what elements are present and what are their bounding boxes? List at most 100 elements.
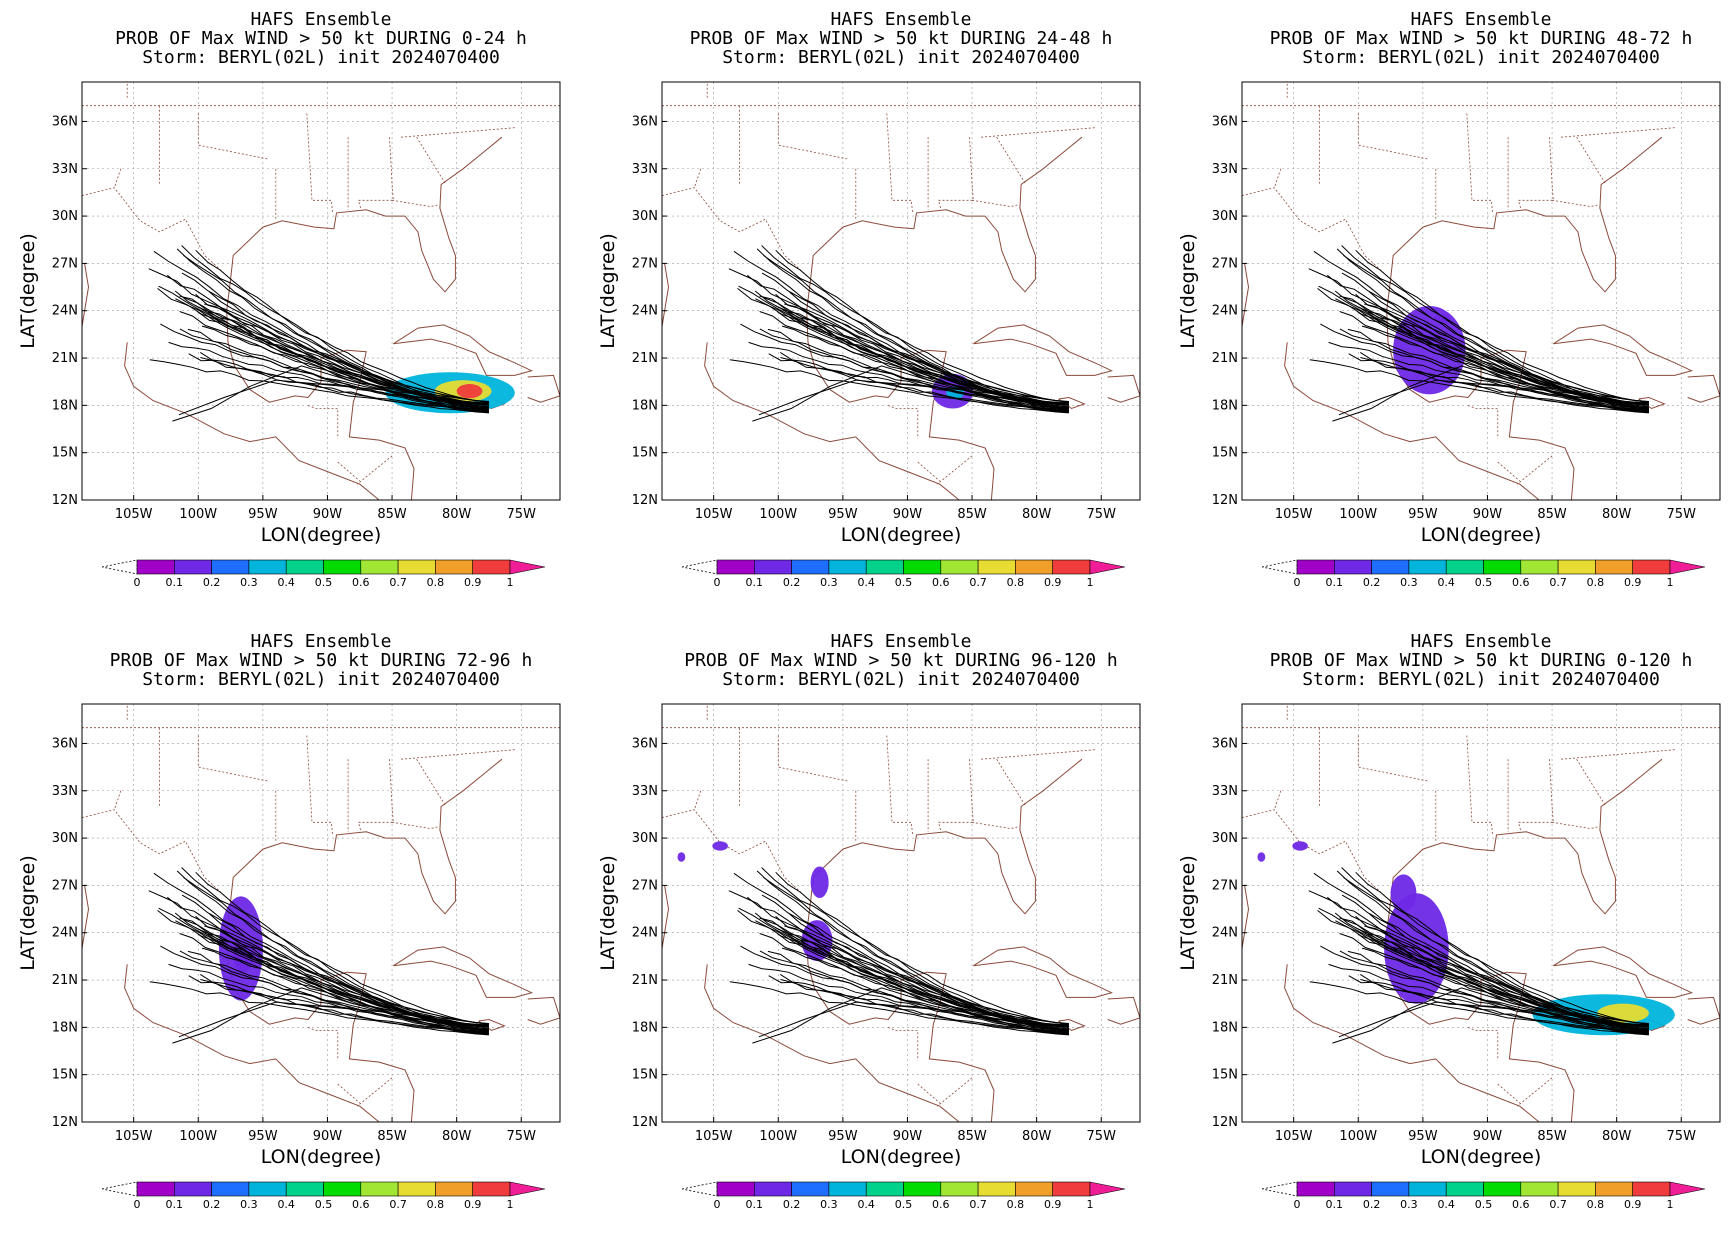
ensemble-track: [1348, 353, 1649, 411]
coastline: [1390, 136, 1663, 293]
y-axis-label: LAT(degree): [17, 233, 39, 349]
colorbar-tick-label: 0.6: [1512, 1198, 1530, 1211]
lat-tick-label: 21N: [632, 973, 658, 988]
colorbar: 0 0.1 0.2 0.3 0.4 0.5 0.6 0.7 0.8 0.9 1: [101, 559, 546, 589]
colorbar-segment: [174, 559, 212, 575]
lat-tick-label: 12N: [632, 493, 658, 508]
colorbar-tick-label: 1: [507, 576, 514, 589]
lat-tick-label: 27N: [1212, 878, 1238, 893]
border-line: [1497, 1083, 1521, 1104]
y-axis-label: LAT(degree): [597, 233, 619, 349]
colorbar-tick-label: 0.2: [203, 576, 221, 589]
state-border: [981, 127, 1095, 138]
border-line: [82, 809, 231, 902]
colorbar-segment: [136, 559, 175, 575]
lat-tick-label: 21N: [52, 973, 78, 988]
lon-tick-label: 90W: [893, 1129, 923, 1144]
lat-tick-label: 12N: [52, 1115, 78, 1130]
lat-tick-label: 33N: [1212, 784, 1238, 799]
ensemble-track: [148, 890, 489, 1024]
lat-tick-label: 21N: [52, 351, 78, 366]
ensemble-track: [1339, 328, 1649, 409]
colorbar-tick-label: 0.5: [1475, 576, 1493, 589]
lat-tick-label: 12N: [1212, 493, 1238, 508]
lon-tick-label: 90W: [893, 507, 923, 522]
colorbar-tick-label: 0.6: [932, 576, 950, 589]
colorbar-tick-label: 1: [1667, 576, 1674, 589]
panel-title3: Storm: BERYL(02L) init 2024070400: [1302, 47, 1660, 68]
colorbar-segment: [248, 559, 287, 575]
coastline: [124, 964, 380, 1122]
lat-tick-label: 15N: [1212, 1068, 1238, 1083]
colorbar-segment: [865, 559, 904, 575]
panel-title2: PROB OF Max WIND > 50 kt DURING 96-120 h: [684, 650, 1117, 671]
panel-title2: PROB OF Max WIND > 50 kt DURING 0-120 h: [1270, 650, 1693, 671]
colorbar-tick-label: 0.6: [352, 1198, 370, 1211]
colorbar-tick-label: 0.5: [315, 1198, 333, 1211]
ensemble-track: [1308, 268, 1649, 402]
ensemble-track: [1357, 311, 1649, 406]
colorbar-tick-label: 0.4: [1437, 576, 1455, 589]
lon-tick-label: 95W: [828, 1129, 858, 1144]
colorbar-tick-label: 0.3: [1400, 576, 1418, 589]
colorbar-tick-label: 0.4: [857, 576, 875, 589]
lat-tick-label: 12N: [632, 1115, 658, 1130]
colorbar-segment: [1557, 1181, 1596, 1197]
lon-tick-label: 95W: [248, 1129, 278, 1144]
coastline: [806, 901, 995, 1122]
coastline: [1284, 342, 1540, 500]
state-border: [996, 136, 1026, 184]
x-axis-label: LON(degree): [261, 524, 382, 546]
ensemble-track: [1309, 359, 1649, 410]
border-line: [662, 187, 811, 280]
coastline: [704, 964, 960, 1122]
ensemble-track: [166, 274, 489, 403]
border-line: [337, 1083, 361, 1104]
colorbar-segment: [1408, 1181, 1447, 1197]
lat-tick-label: 27N: [1212, 256, 1238, 271]
ensemble-track: [774, 927, 1069, 1035]
ensemble-track: [200, 357, 489, 404]
state-border: [401, 127, 515, 138]
state-border: [416, 758, 446, 806]
colorbar-tick-label: 0.3: [240, 576, 258, 589]
lat-tick-label: 24N: [52, 304, 78, 319]
ensemble-track: [194, 305, 489, 413]
colorbar-segment: [791, 559, 830, 575]
colorbar-over-arrow: [1089, 1181, 1126, 1197]
ensemble-track: [1357, 933, 1649, 1028]
colorbar-segment: [1595, 1181, 1634, 1197]
ensemble-track: [149, 981, 489, 1032]
ensemble-track: [1326, 274, 1649, 403]
coastline: [1386, 279, 1575, 500]
probability-shading: [1292, 841, 1308, 851]
ensemble-track: [160, 945, 489, 1028]
x-axis-label: LON(degree): [1421, 1146, 1542, 1168]
colorbar-under-arrow: [1261, 1181, 1298, 1197]
ensemble-track: [788, 291, 1069, 405]
colorbar-tick-label: 0.9: [464, 576, 482, 589]
state-border: [886, 735, 913, 835]
map-frame: [81, 81, 561, 501]
ensemble-track: [759, 328, 1069, 409]
colorbar-segment: [285, 1181, 324, 1197]
colorbar-segment: [940, 1181, 979, 1197]
colorbar-segment: [940, 559, 979, 575]
lon-tick-label: 100W: [759, 1129, 797, 1144]
lat-tick-label: 18N: [632, 398, 658, 413]
colorbar-tick-label: 0.3: [1400, 1198, 1418, 1211]
lon-tick-label: 100W: [1339, 507, 1377, 522]
x-axis-label: LON(degree): [261, 1146, 382, 1168]
state-border: [392, 821, 438, 830]
colorbar-under-arrow: [1261, 559, 1298, 575]
lon-tick-label: 80W: [442, 1129, 472, 1144]
ensemble-track: [149, 359, 489, 410]
border-line: [307, 1027, 339, 1061]
lat-tick-label: 30N: [1212, 209, 1238, 224]
panel-title3: Storm: BERYL(02L) init 2024070400: [722, 669, 1080, 690]
lon-tick-label: 85W: [957, 1129, 987, 1144]
ensemble-track: [740, 945, 1069, 1028]
colorbar-tick-label: 0.3: [820, 1198, 838, 1211]
